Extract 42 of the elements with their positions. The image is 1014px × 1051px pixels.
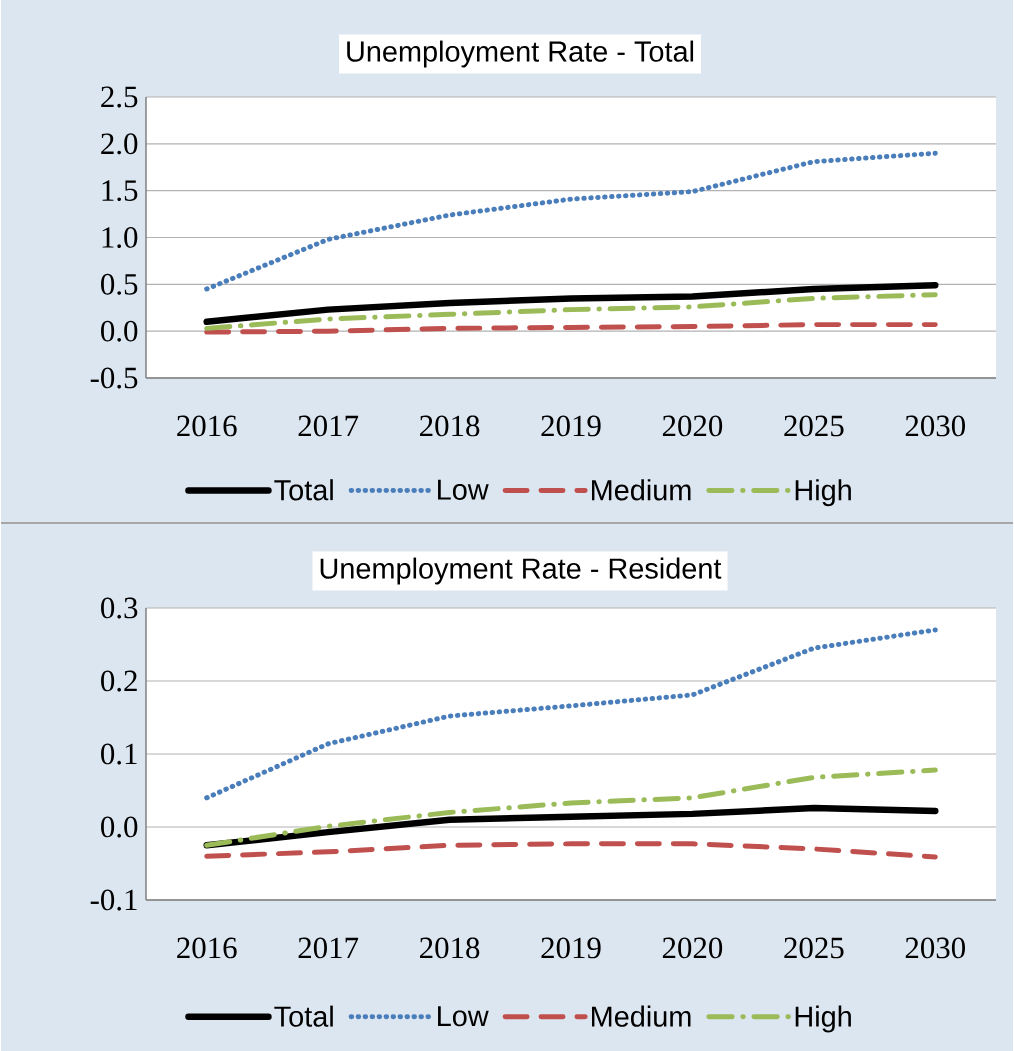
y-tick-label: 0.0 xyxy=(101,816,138,838)
line-series xyxy=(204,627,938,801)
chart-title: Unemployment Rate - Resident xyxy=(320,557,722,585)
legend-label: Total xyxy=(274,479,333,501)
x-tick-label: 2025 xyxy=(784,415,844,437)
line-series xyxy=(204,292,938,331)
chart-title: Unemployment Rate - Total xyxy=(347,40,694,68)
y-tick-label: 0.3 xyxy=(101,597,138,619)
y-tick-label: -0.1 xyxy=(90,889,137,911)
x-tick-label: 2016 xyxy=(177,415,237,437)
y-tick-label: 0.1 xyxy=(101,743,137,765)
x-tick-label: 2019 xyxy=(541,937,601,959)
legend-label: High xyxy=(795,479,851,507)
y-tick-label: 1.5 xyxy=(102,180,138,202)
x-tick-label: 2025 xyxy=(784,937,844,959)
y-tick-label: 0.0 xyxy=(101,320,138,342)
x-tick-label: 2016 xyxy=(177,937,237,959)
y-tick-label: 0.5 xyxy=(101,273,138,295)
legend-label: Total xyxy=(274,1005,333,1027)
x-tick-label: 2019 xyxy=(541,415,601,437)
legend-label: Medium xyxy=(592,1005,691,1027)
line-series xyxy=(204,150,938,292)
legend-label: High xyxy=(795,1005,851,1033)
y-tick-label: 0.2 xyxy=(101,670,137,692)
x-tick-label: 2017 xyxy=(298,415,359,437)
line-series xyxy=(204,322,938,335)
y-tick-label: 2.0 xyxy=(101,133,138,155)
line-series xyxy=(204,767,938,848)
line-series xyxy=(204,841,938,860)
y-tick-label: 2.5 xyxy=(101,86,138,108)
legend-label: Low xyxy=(438,1006,489,1027)
x-tick-label: 2018 xyxy=(420,415,480,437)
legend-label: Medium xyxy=(592,479,691,501)
x-tick-label: 2020 xyxy=(662,937,723,959)
x-tick-label: 2018 xyxy=(420,937,480,959)
y-tick-label: 1.0 xyxy=(102,227,138,248)
x-tick-label: 2030 xyxy=(905,415,965,437)
x-tick-label: 2020 xyxy=(662,415,723,437)
y-tick-label: -0.5 xyxy=(90,367,138,389)
x-tick-label: 2017 xyxy=(298,937,359,959)
legend-label: Low xyxy=(438,479,489,500)
x-tick-label: 2030 xyxy=(905,937,965,959)
